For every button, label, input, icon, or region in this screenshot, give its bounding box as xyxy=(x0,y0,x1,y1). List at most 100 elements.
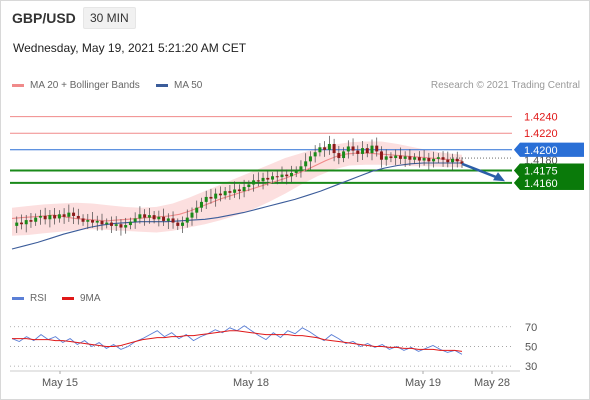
legend-swatch-rsi xyxy=(12,297,24,300)
candle-body xyxy=(176,222,180,226)
candle-body xyxy=(34,217,38,222)
level-tag-front xyxy=(514,163,584,178)
candle-body xyxy=(441,157,445,160)
copyright-note: Research © 2021 Trading Central xyxy=(430,80,580,91)
x-tick-label-3: May 28 xyxy=(474,377,510,389)
candle-body xyxy=(342,151,346,159)
candle-body xyxy=(138,214,142,219)
candle-body xyxy=(318,147,322,153)
bollinger-band-fill xyxy=(12,141,462,236)
chart-datetime: Wednesday, May 19, 2021 5:21:20 AM CET xyxy=(13,41,247,55)
legend-label-rsi: RSI xyxy=(30,293,47,304)
candle-body xyxy=(422,158,426,161)
candle-body xyxy=(143,214,147,218)
candle-body xyxy=(209,196,213,199)
candle-body xyxy=(389,156,393,159)
candle-body xyxy=(162,216,166,221)
forecast-arrow-shaft xyxy=(461,162,500,180)
candle-body xyxy=(247,184,251,187)
candle-body xyxy=(43,215,47,220)
candle-body xyxy=(403,156,407,159)
candle-body xyxy=(242,187,246,192)
candle-body xyxy=(289,172,293,177)
candle-body xyxy=(417,157,421,161)
x-tick-label-0: May 15 xyxy=(42,377,78,389)
candle-body xyxy=(356,150,360,154)
legend-swatch-ma50 xyxy=(156,84,168,87)
legend-rsi-ma9: 9MA xyxy=(62,293,101,304)
candle-body xyxy=(157,216,161,220)
legend-swatch-ma20 xyxy=(12,84,24,87)
candle-body xyxy=(204,196,208,202)
candle-body xyxy=(252,180,256,185)
candle-body xyxy=(72,212,76,216)
candle-body xyxy=(313,152,317,157)
candle-body xyxy=(451,158,455,163)
candle-body xyxy=(95,220,99,223)
candle-body xyxy=(299,166,303,171)
legend-label-ma20: MA 20 + Bollinger Bands xyxy=(30,80,140,91)
candle-body xyxy=(105,222,109,225)
candle-body xyxy=(436,157,440,159)
legend-label-ma9: 9MA xyxy=(80,293,101,304)
candle-body xyxy=(128,221,132,226)
candle-body xyxy=(327,143,331,150)
candle-body xyxy=(446,159,450,163)
candle-body xyxy=(275,176,279,178)
level-label-front: 1.4160 xyxy=(524,178,558,190)
candle-body xyxy=(114,224,118,226)
candle-body xyxy=(214,193,218,199)
candle-body xyxy=(48,215,52,220)
candle-body xyxy=(53,215,57,219)
rsi-ma9-line xyxy=(12,330,463,352)
candle-body xyxy=(76,215,80,219)
x-tick-label-2: May 19 xyxy=(405,377,441,389)
candle-body xyxy=(398,155,402,159)
candle-body xyxy=(133,218,137,222)
ma50-line xyxy=(11,162,462,250)
rsi-line xyxy=(11,325,463,355)
candle-body xyxy=(233,189,237,193)
candle-body xyxy=(29,220,33,222)
candle-body xyxy=(394,155,398,159)
candle-body xyxy=(109,222,113,226)
candle-body xyxy=(166,218,170,221)
candle-body xyxy=(57,214,61,219)
level-label-1.4220: 1.4220 xyxy=(524,128,558,140)
candle-body xyxy=(413,157,417,160)
candle-body xyxy=(294,170,298,173)
rsi-tick-70: 70 xyxy=(525,322,537,334)
candle-body xyxy=(375,145,379,152)
forecast-arrow-head xyxy=(493,172,505,182)
level-label-1.4240: 1.4240 xyxy=(524,112,558,124)
candle-body xyxy=(261,177,265,182)
timeframe-badge[interactable]: 30 MIN xyxy=(83,7,136,29)
candle-body xyxy=(384,156,388,160)
level-label-front: 1.4200 xyxy=(524,145,558,157)
candle-body xyxy=(455,158,459,162)
candle-body xyxy=(86,220,90,222)
candle-body xyxy=(379,151,383,160)
candle-body xyxy=(427,158,431,162)
candle-body xyxy=(228,191,232,193)
candle-body xyxy=(361,148,365,154)
candle-body xyxy=(271,176,275,180)
candle-body xyxy=(199,201,203,208)
candle-body xyxy=(81,218,85,222)
candle-body xyxy=(62,214,66,217)
candle-body xyxy=(15,222,19,226)
legend-rsi: RSI xyxy=(12,293,47,304)
candle-body xyxy=(365,148,369,154)
ma20-line xyxy=(11,152,463,222)
candle-body xyxy=(460,161,464,164)
candle-body xyxy=(147,215,151,218)
level-label-front: 1.4175 xyxy=(524,165,558,177)
legend-ma20-bollinger: MA 20 + Bollinger Bands xyxy=(12,80,140,91)
rsi-tick-30: 30 xyxy=(525,361,537,373)
candle-body xyxy=(304,161,308,167)
candles-group xyxy=(15,135,464,236)
candle-body xyxy=(91,220,95,223)
candle-body xyxy=(323,147,327,150)
candle-body xyxy=(346,146,350,152)
